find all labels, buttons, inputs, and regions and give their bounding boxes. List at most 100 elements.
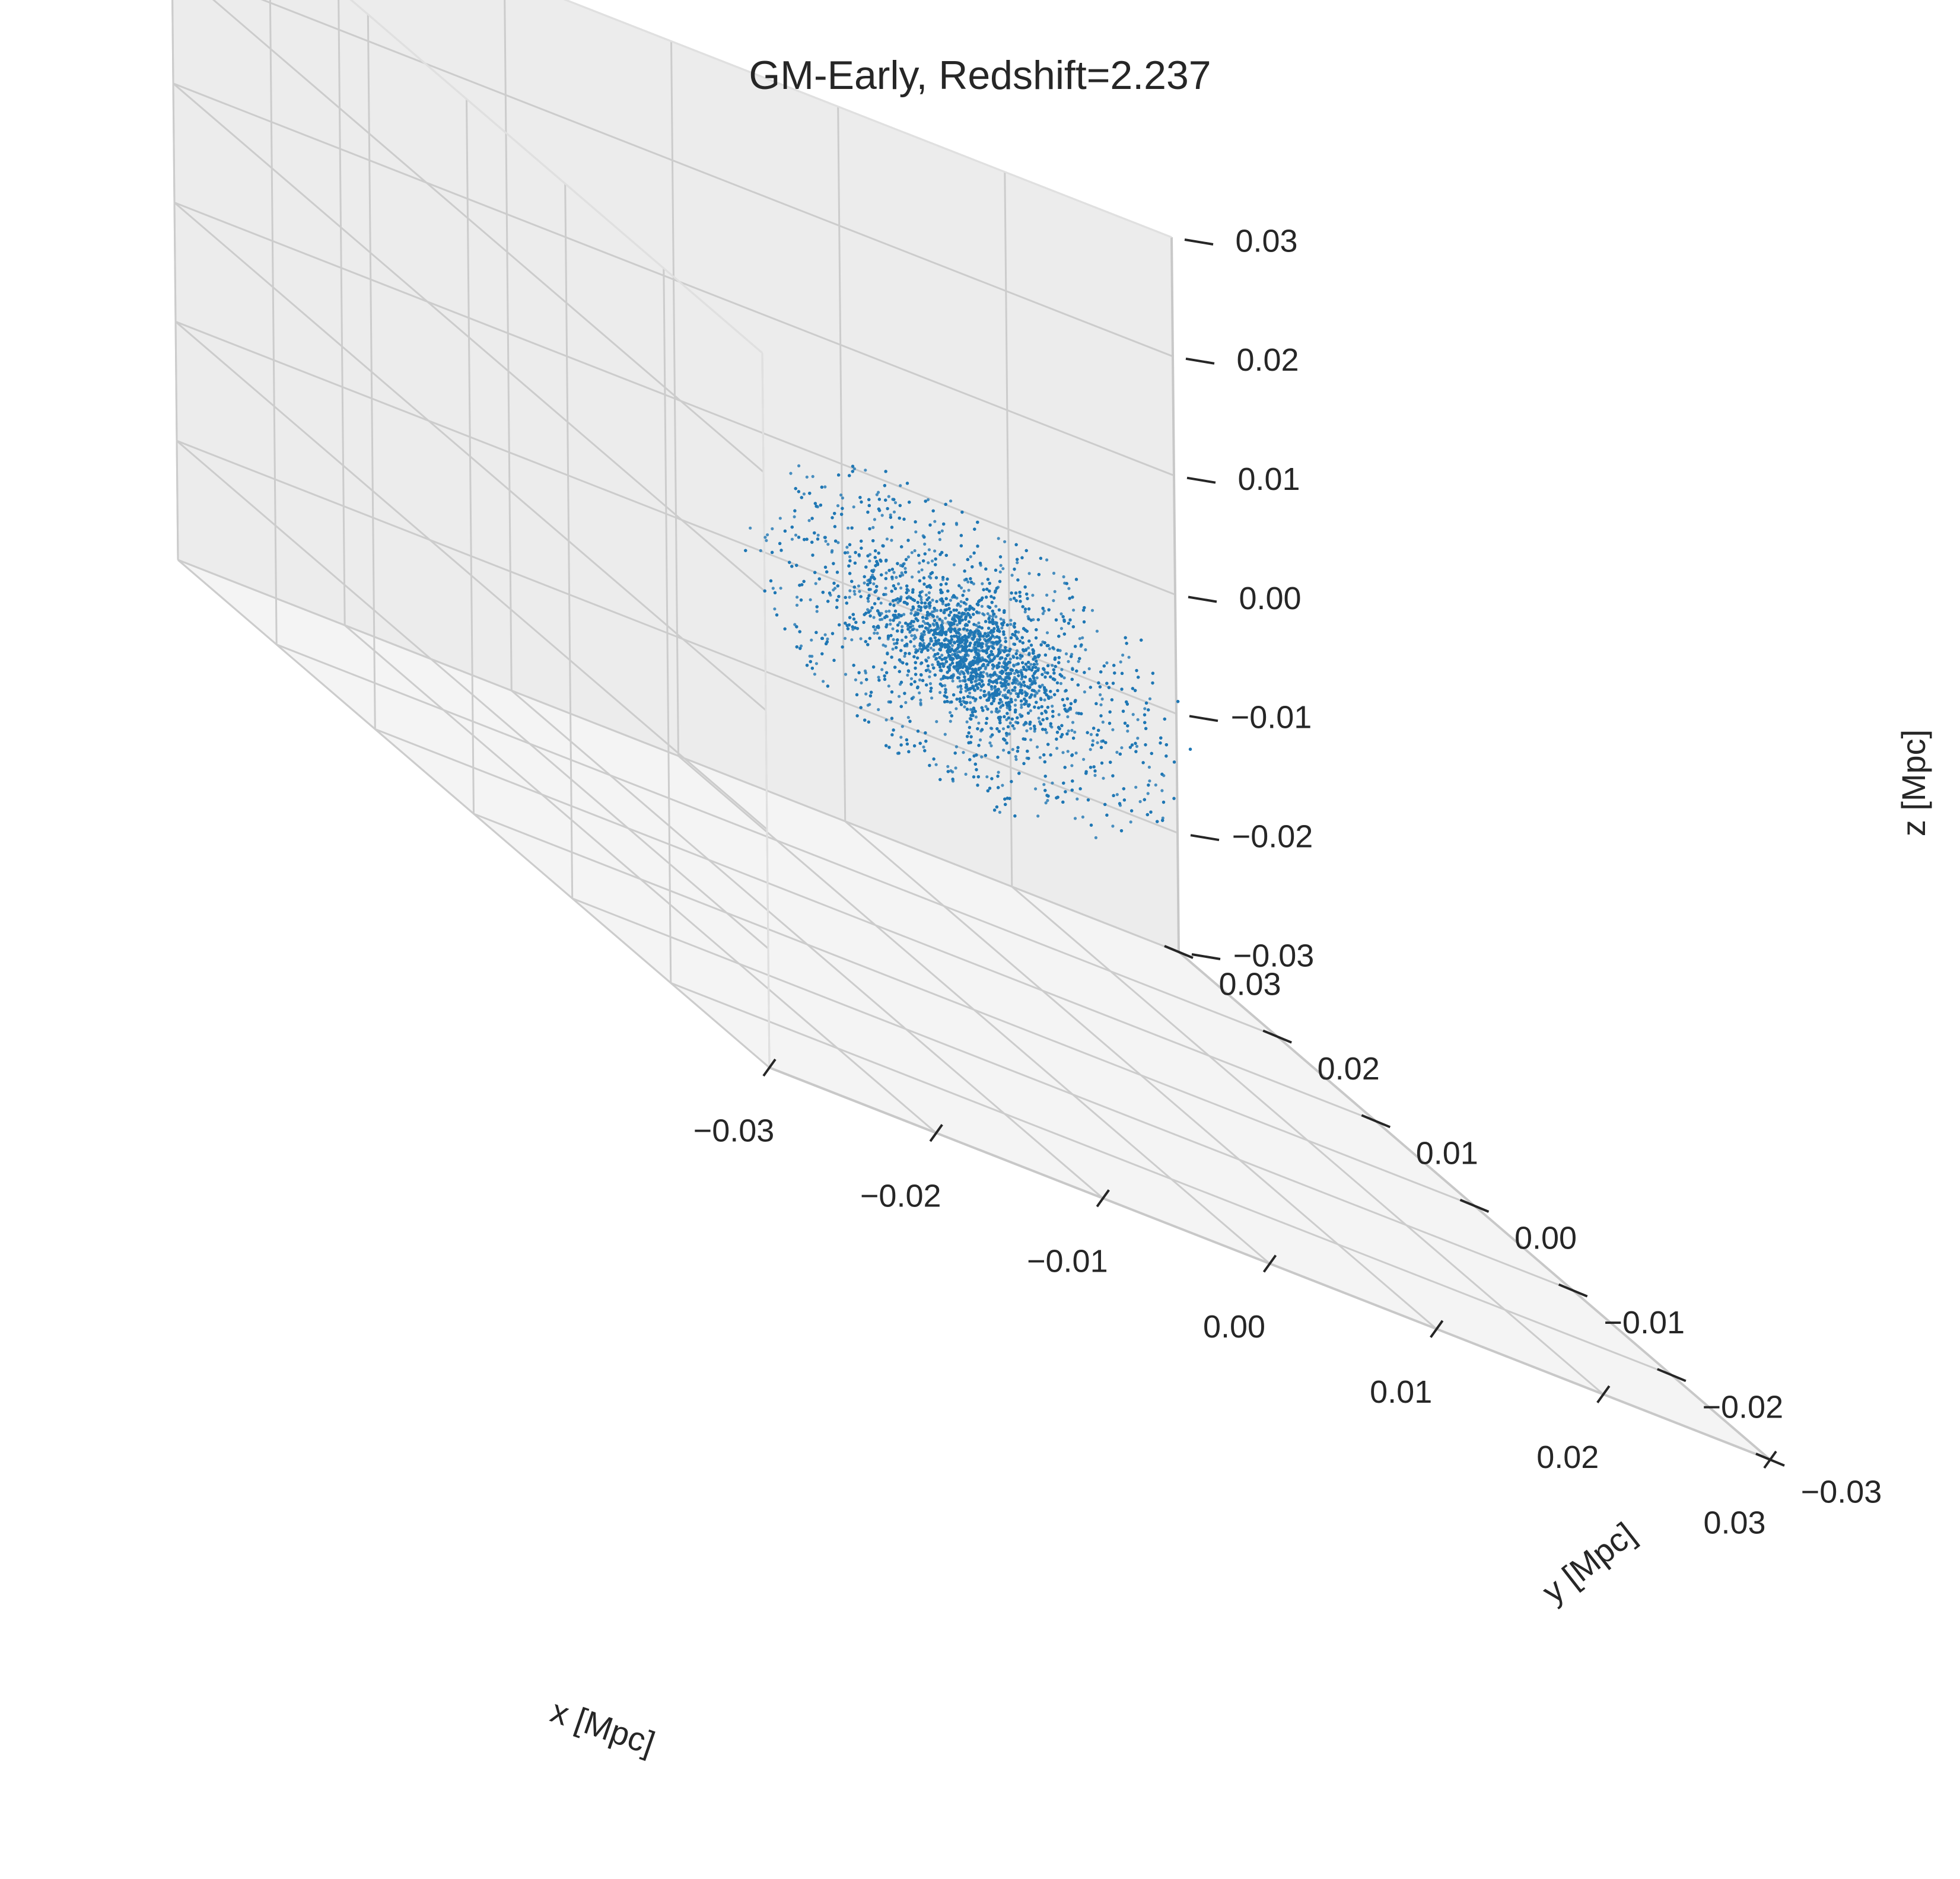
scatter-point xyxy=(913,549,917,553)
scatter-point xyxy=(1111,728,1115,731)
scatter-point xyxy=(814,662,818,665)
scatter-point xyxy=(892,510,896,514)
scatter-point xyxy=(1099,693,1102,696)
scatter-point xyxy=(1100,698,1104,701)
scatter-point xyxy=(1034,787,1038,791)
scatter-point xyxy=(1055,747,1059,750)
scatter-point xyxy=(823,633,827,636)
scatter-point xyxy=(889,619,892,622)
scatter-point xyxy=(950,644,954,647)
scatter-point xyxy=(959,600,963,603)
scatter-point xyxy=(1135,744,1139,748)
scatter-point xyxy=(879,601,883,605)
scatter-point xyxy=(944,687,947,691)
scatter-point xyxy=(941,602,944,606)
scatter-point xyxy=(802,492,806,496)
scatter-point xyxy=(887,684,890,688)
scatter-point xyxy=(1161,816,1164,820)
scatter-point xyxy=(914,530,918,534)
scatter-point xyxy=(816,533,820,537)
scatter-point xyxy=(940,619,944,623)
scatter-point xyxy=(778,517,782,520)
scatter-point xyxy=(1066,750,1070,753)
scatter-point xyxy=(1035,692,1039,695)
scatter-point xyxy=(854,678,857,681)
scatter-point xyxy=(1020,706,1023,709)
scatter-point xyxy=(1023,610,1027,614)
scatter-point xyxy=(846,551,849,555)
scatter-point xyxy=(884,571,888,575)
scatter-point xyxy=(839,493,843,497)
scatter-point xyxy=(843,636,847,640)
scatter-point xyxy=(1057,713,1061,716)
scatter-point xyxy=(927,548,931,552)
scatter-point xyxy=(1073,817,1077,820)
scatter-point xyxy=(986,612,989,616)
scatter-point xyxy=(963,705,966,709)
scatter-point xyxy=(974,715,978,719)
scatter-point xyxy=(1020,703,1023,707)
scatter-point xyxy=(790,537,794,541)
scatter-point xyxy=(1001,567,1005,571)
scatter-point xyxy=(1087,667,1091,671)
scatter-point xyxy=(890,539,893,542)
scatter-point xyxy=(1044,801,1048,805)
grid-line xyxy=(572,897,1574,1292)
scatter-point xyxy=(1059,627,1063,630)
scatter-point xyxy=(884,644,887,648)
scatter-point xyxy=(898,695,901,698)
scatter-point xyxy=(805,475,809,479)
scatter-point xyxy=(909,677,914,680)
scatter-point xyxy=(943,662,946,665)
scatter-point xyxy=(892,638,895,641)
scatter-point xyxy=(1077,660,1080,663)
scatter-point xyxy=(954,707,958,711)
scatter-point xyxy=(901,638,904,642)
grid-line xyxy=(473,813,1475,1207)
scatter-point xyxy=(1136,718,1140,721)
scatter-point xyxy=(1048,647,1051,651)
scatter-point xyxy=(1082,757,1086,761)
scatter-point xyxy=(956,623,959,626)
scatter-point xyxy=(1031,594,1035,597)
scatter-point xyxy=(1015,649,1019,652)
scatter-point xyxy=(927,591,931,595)
pane-edge xyxy=(349,0,763,354)
scatter-point xyxy=(1148,779,1151,783)
scatter-point xyxy=(965,720,969,724)
scatter-point xyxy=(1052,571,1056,575)
scatter-point xyxy=(903,654,906,658)
scatter-point xyxy=(1001,727,1006,731)
grid-line xyxy=(177,559,1179,953)
scatter-point xyxy=(844,673,848,676)
scatter-point xyxy=(810,654,814,658)
scatter-point xyxy=(1115,793,1119,797)
scatter-point xyxy=(1020,668,1023,672)
scatter-point xyxy=(847,526,850,530)
scatter-point xyxy=(1154,783,1157,787)
scatter-point xyxy=(815,610,819,613)
scatter-point xyxy=(1029,738,1033,741)
scatter-point xyxy=(823,485,827,489)
scatter-point xyxy=(984,705,988,708)
scatter-point xyxy=(871,526,875,530)
scatter-point xyxy=(923,542,927,546)
scatter-point xyxy=(990,687,994,691)
scatter-point xyxy=(992,657,996,660)
scatter-point xyxy=(969,555,972,559)
scatter-point xyxy=(898,621,902,625)
scatter-point xyxy=(1029,727,1033,730)
scatter-point xyxy=(1009,692,1013,695)
scatter-point xyxy=(1027,572,1031,575)
scatter-point xyxy=(924,593,928,597)
scatter-point xyxy=(1059,681,1062,685)
scatter-point xyxy=(938,538,941,542)
scatter-point xyxy=(1093,773,1097,777)
scatter-point xyxy=(1009,623,1013,626)
scatter-point xyxy=(899,735,903,739)
scatter-point xyxy=(1004,686,1008,690)
scatter-point xyxy=(810,638,813,642)
scatter-point xyxy=(1062,676,1066,680)
scatter-point xyxy=(999,563,1003,567)
scatter-point xyxy=(1120,746,1124,750)
